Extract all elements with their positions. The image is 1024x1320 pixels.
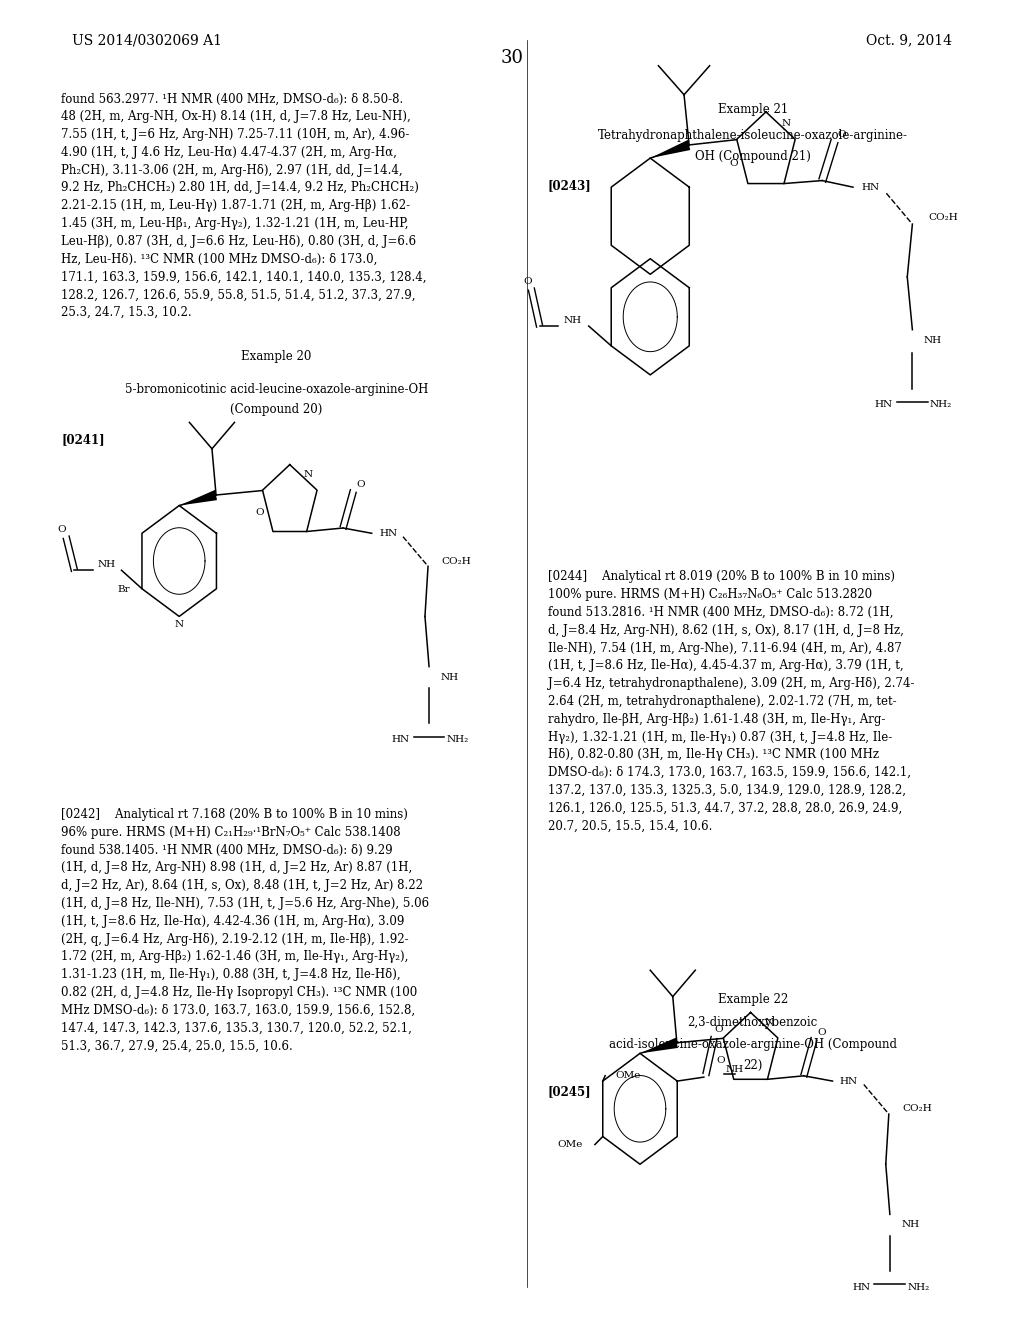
Text: US 2014/0302069 A1: US 2014/0302069 A1 bbox=[72, 33, 221, 48]
Text: 7.55 (1H, t, J=6 Hz, Arg-NH) 7.25-7.11 (10H, m, Ar), 4.96-: 7.55 (1H, t, J=6 Hz, Arg-NH) 7.25-7.11 (… bbox=[61, 128, 410, 141]
Text: Oct. 9, 2014: Oct. 9, 2014 bbox=[866, 33, 952, 48]
Text: 2.64 (2H, m, tetrahydronapthalene), 2.02-1.72 (7H, m, tet-: 2.64 (2H, m, tetrahydronapthalene), 2.02… bbox=[548, 696, 896, 708]
Text: Br: Br bbox=[117, 585, 130, 594]
Text: OMe: OMe bbox=[558, 1140, 583, 1150]
Text: [0245]: [0245] bbox=[548, 1085, 592, 1098]
Text: NH: NH bbox=[901, 1221, 920, 1229]
Text: [0244]    Analytical rt 8.019 (20% B to 100% B in 10 mins): [0244] Analytical rt 8.019 (20% B to 100… bbox=[548, 570, 895, 583]
Text: (Compound 20): (Compound 20) bbox=[230, 404, 323, 416]
Text: (1H, t, J=8.6 Hz, Ile-Hα), 4.42-4.36 (1H, m, Arg-Hα), 3.09: (1H, t, J=8.6 Hz, Ile-Hα), 4.42-4.36 (1H… bbox=[61, 915, 404, 928]
Text: O: O bbox=[817, 1028, 825, 1036]
Text: NH: NH bbox=[563, 317, 582, 325]
Text: NH₂: NH₂ bbox=[907, 1283, 930, 1291]
Text: N: N bbox=[765, 1018, 774, 1027]
Text: Hz, Leu-Hδ). ¹³C NMR (100 MHz DMSO-d₆): δ 173.0,: Hz, Leu-Hδ). ¹³C NMR (100 MHz DMSO-d₆): … bbox=[61, 253, 378, 265]
Text: 100% pure. HRMS (M+H) C₂₆H₃₇N₆O₅⁺ Calc 513.2820: 100% pure. HRMS (M+H) C₂₆H₃₇N₆O₅⁺ Calc 5… bbox=[548, 589, 872, 601]
Text: N: N bbox=[175, 620, 183, 630]
Text: N: N bbox=[781, 119, 791, 128]
Text: 0.82 (2H, d, J=4.8 Hz, Ile-Hγ Isopropyl CH₃). ¹³C NMR (100: 0.82 (2H, d, J=4.8 Hz, Ile-Hγ Isopropyl … bbox=[61, 986, 418, 999]
Text: J=6.4 Hz, tetrahydronapthalene), 3.09 (2H, m, Arg-Hδ), 2.74-: J=6.4 Hz, tetrahydronapthalene), 3.09 (2… bbox=[548, 677, 914, 690]
Text: Hδ), 0.82-0.80 (3H, m, Ile-Hγ CH₃). ¹³C NMR (100 MHz: Hδ), 0.82-0.80 (3H, m, Ile-Hγ CH₃). ¹³C … bbox=[548, 748, 879, 762]
Text: NH: NH bbox=[440, 673, 459, 681]
Text: 128.2, 126.7, 126.6, 55.9, 55.8, 51.5, 51.4, 51.2, 37.3, 27.9,: 128.2, 126.7, 126.6, 55.9, 55.8, 51.5, 5… bbox=[61, 288, 416, 301]
Text: O: O bbox=[729, 158, 738, 168]
Text: 48 (2H, m, Arg-NH, Ox-H) 8.14 (1H, d, J=7.8 Hz, Leu-NH),: 48 (2H, m, Arg-NH, Ox-H) 8.14 (1H, d, J=… bbox=[61, 110, 412, 123]
Text: Example 21: Example 21 bbox=[718, 103, 787, 116]
Text: 126.1, 126.0, 125.5, 51.3, 44.7, 37.2, 28.8, 28.0, 26.9, 24.9,: 126.1, 126.0, 125.5, 51.3, 44.7, 37.2, 2… bbox=[548, 803, 902, 814]
Text: found 563.2977. ¹H NMR (400 MHz, DMSO-d₆): δ 8.50-8.: found 563.2977. ¹H NMR (400 MHz, DMSO-d₆… bbox=[61, 92, 403, 106]
Text: 2.21-2.15 (1H, m, Leu-Hγ) 1.87-1.71 (2H, m, Arg-Hβ) 1.62-: 2.21-2.15 (1H, m, Leu-Hγ) 1.87-1.71 (2H,… bbox=[61, 199, 411, 213]
Text: found 513.2816. ¹H NMR (400 MHz, DMSO-d₆): 8.72 (1H,: found 513.2816. ¹H NMR (400 MHz, DMSO-d₆… bbox=[548, 606, 893, 619]
Text: Example 20: Example 20 bbox=[242, 350, 311, 363]
Text: HN: HN bbox=[874, 400, 893, 409]
Text: [0241]: [0241] bbox=[61, 433, 105, 446]
Text: 9.2 Hz, Ph₂CHCH₂) 2.80 1H, dd, J=14.4, 9.2 Hz, Ph₂CHCH₂): 9.2 Hz, Ph₂CHCH₂) 2.80 1H, dd, J=14.4, 9… bbox=[61, 181, 419, 194]
Text: O: O bbox=[57, 525, 67, 533]
Text: NH: NH bbox=[924, 335, 942, 345]
Text: Example 22: Example 22 bbox=[718, 993, 787, 1006]
Text: acid-isoleucine-oxazole-arginine-OH (Compound: acid-isoleucine-oxazole-arginine-OH (Com… bbox=[608, 1038, 897, 1051]
Polygon shape bbox=[640, 1038, 678, 1053]
Text: [0243]: [0243] bbox=[548, 180, 592, 193]
Text: NH: NH bbox=[97, 561, 115, 569]
Text: found 538.1405. ¹H NMR (400 MHz, DMSO-d₆): δ) 9.29: found 538.1405. ¹H NMR (400 MHz, DMSO-d₆… bbox=[61, 843, 393, 857]
Text: rahydro, Ile-βH, Arg-Hβ₂) 1.61-1.48 (3H, m, Ile-Hγ₁, Arg-: rahydro, Ile-βH, Arg-Hβ₂) 1.61-1.48 (3H,… bbox=[548, 713, 885, 726]
Text: HN: HN bbox=[391, 735, 410, 743]
Text: (1H, d, J=8 Hz, Arg-NH) 8.98 (1H, d, J=2 Hz, Ar) 8.87 (1H,: (1H, d, J=8 Hz, Arg-NH) 8.98 (1H, d, J=2… bbox=[61, 861, 413, 874]
Text: DMSO-d₆): δ 174.3, 173.0, 163.7, 163.5, 159.9, 156.6, 142.1,: DMSO-d₆): δ 174.3, 173.0, 163.7, 163.5, … bbox=[548, 766, 910, 779]
Text: Hγ₂), 1.32-1.21 (1H, m, Ile-Hγ₁) 0.87 (3H, t, J=4.8 Hz, Ile-: Hγ₂), 1.32-1.21 (1H, m, Ile-Hγ₁) 0.87 (3… bbox=[548, 731, 892, 743]
Text: O: O bbox=[255, 508, 264, 517]
Text: 2,3-dimethoxybenzoic: 2,3-dimethoxybenzoic bbox=[687, 1016, 818, 1030]
Text: 20.7, 20.5, 15.5, 15.4, 10.6.: 20.7, 20.5, 15.5, 15.4, 10.6. bbox=[548, 820, 713, 833]
Text: 30: 30 bbox=[501, 49, 523, 67]
Text: (1H, d, J=8 Hz, Ile-NH), 7.53 (1H, t, J=5.6 Hz, Arg-Nhe), 5.06: (1H, d, J=8 Hz, Ile-NH), 7.53 (1H, t, J=… bbox=[61, 898, 429, 909]
Text: NH: NH bbox=[726, 1065, 743, 1073]
Text: Leu-Hβ), 0.87 (3H, d, J=6.6 Hz, Leu-Hδ), 0.80 (3H, d, J=6.6: Leu-Hβ), 0.87 (3H, d, J=6.6 Hz, Leu-Hδ),… bbox=[61, 235, 417, 248]
Text: 147.4, 147.3, 142.3, 137.6, 135.3, 130.7, 120.0, 52.2, 52.1,: 147.4, 147.3, 142.3, 137.6, 135.3, 130.7… bbox=[61, 1022, 413, 1035]
Text: HN: HN bbox=[840, 1077, 858, 1085]
Text: Ph₂CH), 3.11-3.06 (2H, m, Arg-Hδ), 2.97 (1H, dd, J=14.4,: Ph₂CH), 3.11-3.06 (2H, m, Arg-Hδ), 2.97 … bbox=[61, 164, 403, 177]
Text: NH₂: NH₂ bbox=[446, 735, 469, 743]
Text: O: O bbox=[716, 1056, 725, 1065]
Text: 5-bromonicotinic acid-leucine-oxazole-arginine-OH: 5-bromonicotinic acid-leucine-oxazole-ar… bbox=[125, 383, 428, 396]
Text: 137.2, 137.0, 135.3, 1325.3, 5.0, 134.9, 129.0, 128.9, 128.2,: 137.2, 137.0, 135.3, 1325.3, 5.0, 134.9,… bbox=[548, 784, 906, 797]
Text: MHz DMSO-d₆): δ 173.0, 163.7, 163.0, 159.9, 156.6, 152.8,: MHz DMSO-d₆): δ 173.0, 163.7, 163.0, 159… bbox=[61, 1003, 416, 1016]
Text: Ile-NH), 7.54 (1H, m, Arg-Nhe), 7.11-6.94 (4H, m, Ar), 4.87: Ile-NH), 7.54 (1H, m, Arg-Nhe), 7.11-6.9… bbox=[548, 642, 902, 655]
Text: HN: HN bbox=[852, 1283, 870, 1291]
Text: CO₂H: CO₂H bbox=[441, 557, 472, 565]
Text: [0242]    Analytical rt 7.168 (20% B to 100% B in 10 mins): [0242] Analytical rt 7.168 (20% B to 100… bbox=[61, 808, 409, 821]
Text: CO₂H: CO₂H bbox=[902, 1105, 933, 1113]
Text: Tetrahydronaphthalene-isoleucine-oxazole-arginine-: Tetrahydronaphthalene-isoleucine-oxazole… bbox=[598, 129, 907, 143]
Text: OH (Compound 21): OH (Compound 21) bbox=[694, 150, 811, 164]
Text: N: N bbox=[304, 470, 313, 479]
Text: NH₂: NH₂ bbox=[930, 400, 952, 409]
Polygon shape bbox=[650, 140, 690, 158]
Text: O: O bbox=[838, 129, 846, 139]
Text: 96% pure. HRMS (M+H) C₂₁H₂₉·¹BrN₇O₅⁺ Calc 538.1408: 96% pure. HRMS (M+H) C₂₁H₂₉·¹BrN₇O₅⁺ Cal… bbox=[61, 826, 401, 838]
Text: O: O bbox=[356, 480, 365, 488]
Text: HN: HN bbox=[861, 182, 880, 191]
Text: 1.45 (3H, m, Leu-Hβ₁, Arg-Hγ₂), 1.32-1.21 (1H, m, Leu-HP,: 1.45 (3H, m, Leu-Hβ₁, Arg-Hγ₂), 1.32-1.2… bbox=[61, 216, 409, 230]
Text: HN: HN bbox=[379, 529, 397, 537]
Text: OMe: OMe bbox=[615, 1071, 640, 1080]
Text: d, J=2 Hz, Ar), 8.64 (1H, s, Ox), 8.48 (1H, t, J=2 Hz, Ar) 8.22: d, J=2 Hz, Ar), 8.64 (1H, s, Ox), 8.48 (… bbox=[61, 879, 424, 892]
Text: 4.90 (1H, t, J 4.6 Hz, Leu-Hα) 4.47-4.37 (2H, m, Arg-Hα,: 4.90 (1H, t, J 4.6 Hz, Leu-Hα) 4.47-4.37… bbox=[61, 145, 397, 158]
Text: O: O bbox=[523, 277, 531, 285]
Text: (2H, q, J=6.4 Hz, Arg-Hδ), 2.19-2.12 (1H, m, Ile-Hβ), 1.92-: (2H, q, J=6.4 Hz, Arg-Hδ), 2.19-2.12 (1H… bbox=[61, 932, 409, 945]
Text: 171.1, 163.3, 159.9, 156.6, 142.1, 140.1, 140.0, 135.3, 128.4,: 171.1, 163.3, 159.9, 156.6, 142.1, 140.1… bbox=[61, 271, 427, 284]
Text: O: O bbox=[714, 1026, 723, 1034]
Text: 51.3, 36.7, 27.9, 25.4, 25.0, 15.5, 10.6.: 51.3, 36.7, 27.9, 25.4, 25.0, 15.5, 10.6… bbox=[61, 1040, 293, 1052]
Text: 22): 22) bbox=[743, 1059, 762, 1072]
Text: 1.31-1.23 (1H, m, Ile-Hγ₁), 0.88 (3H, t, J=4.8 Hz, Ile-Hδ),: 1.31-1.23 (1H, m, Ile-Hγ₁), 0.88 (3H, t,… bbox=[61, 969, 401, 981]
Polygon shape bbox=[179, 490, 217, 506]
Text: (1H, t, J=8.6 Hz, Ile-Hα), 4.45-4.37 m, Arg-Hα), 3.79 (1H, t,: (1H, t, J=8.6 Hz, Ile-Hα), 4.45-4.37 m, … bbox=[548, 660, 903, 672]
Text: d, J=8.4 Hz, Arg-NH), 8.62 (1H, s, Ox), 8.17 (1H, d, J=8 Hz,: d, J=8.4 Hz, Arg-NH), 8.62 (1H, s, Ox), … bbox=[548, 624, 904, 636]
Text: CO₂H: CO₂H bbox=[928, 213, 958, 222]
Text: 25.3, 24.7, 15.3, 10.2.: 25.3, 24.7, 15.3, 10.2. bbox=[61, 306, 193, 319]
Text: 1.72 (2H, m, Arg-Hβ₂) 1.62-1.46 (3H, m, Ile-Hγ₁, Arg-Hγ₂),: 1.72 (2H, m, Arg-Hβ₂) 1.62-1.46 (3H, m, … bbox=[61, 950, 409, 964]
